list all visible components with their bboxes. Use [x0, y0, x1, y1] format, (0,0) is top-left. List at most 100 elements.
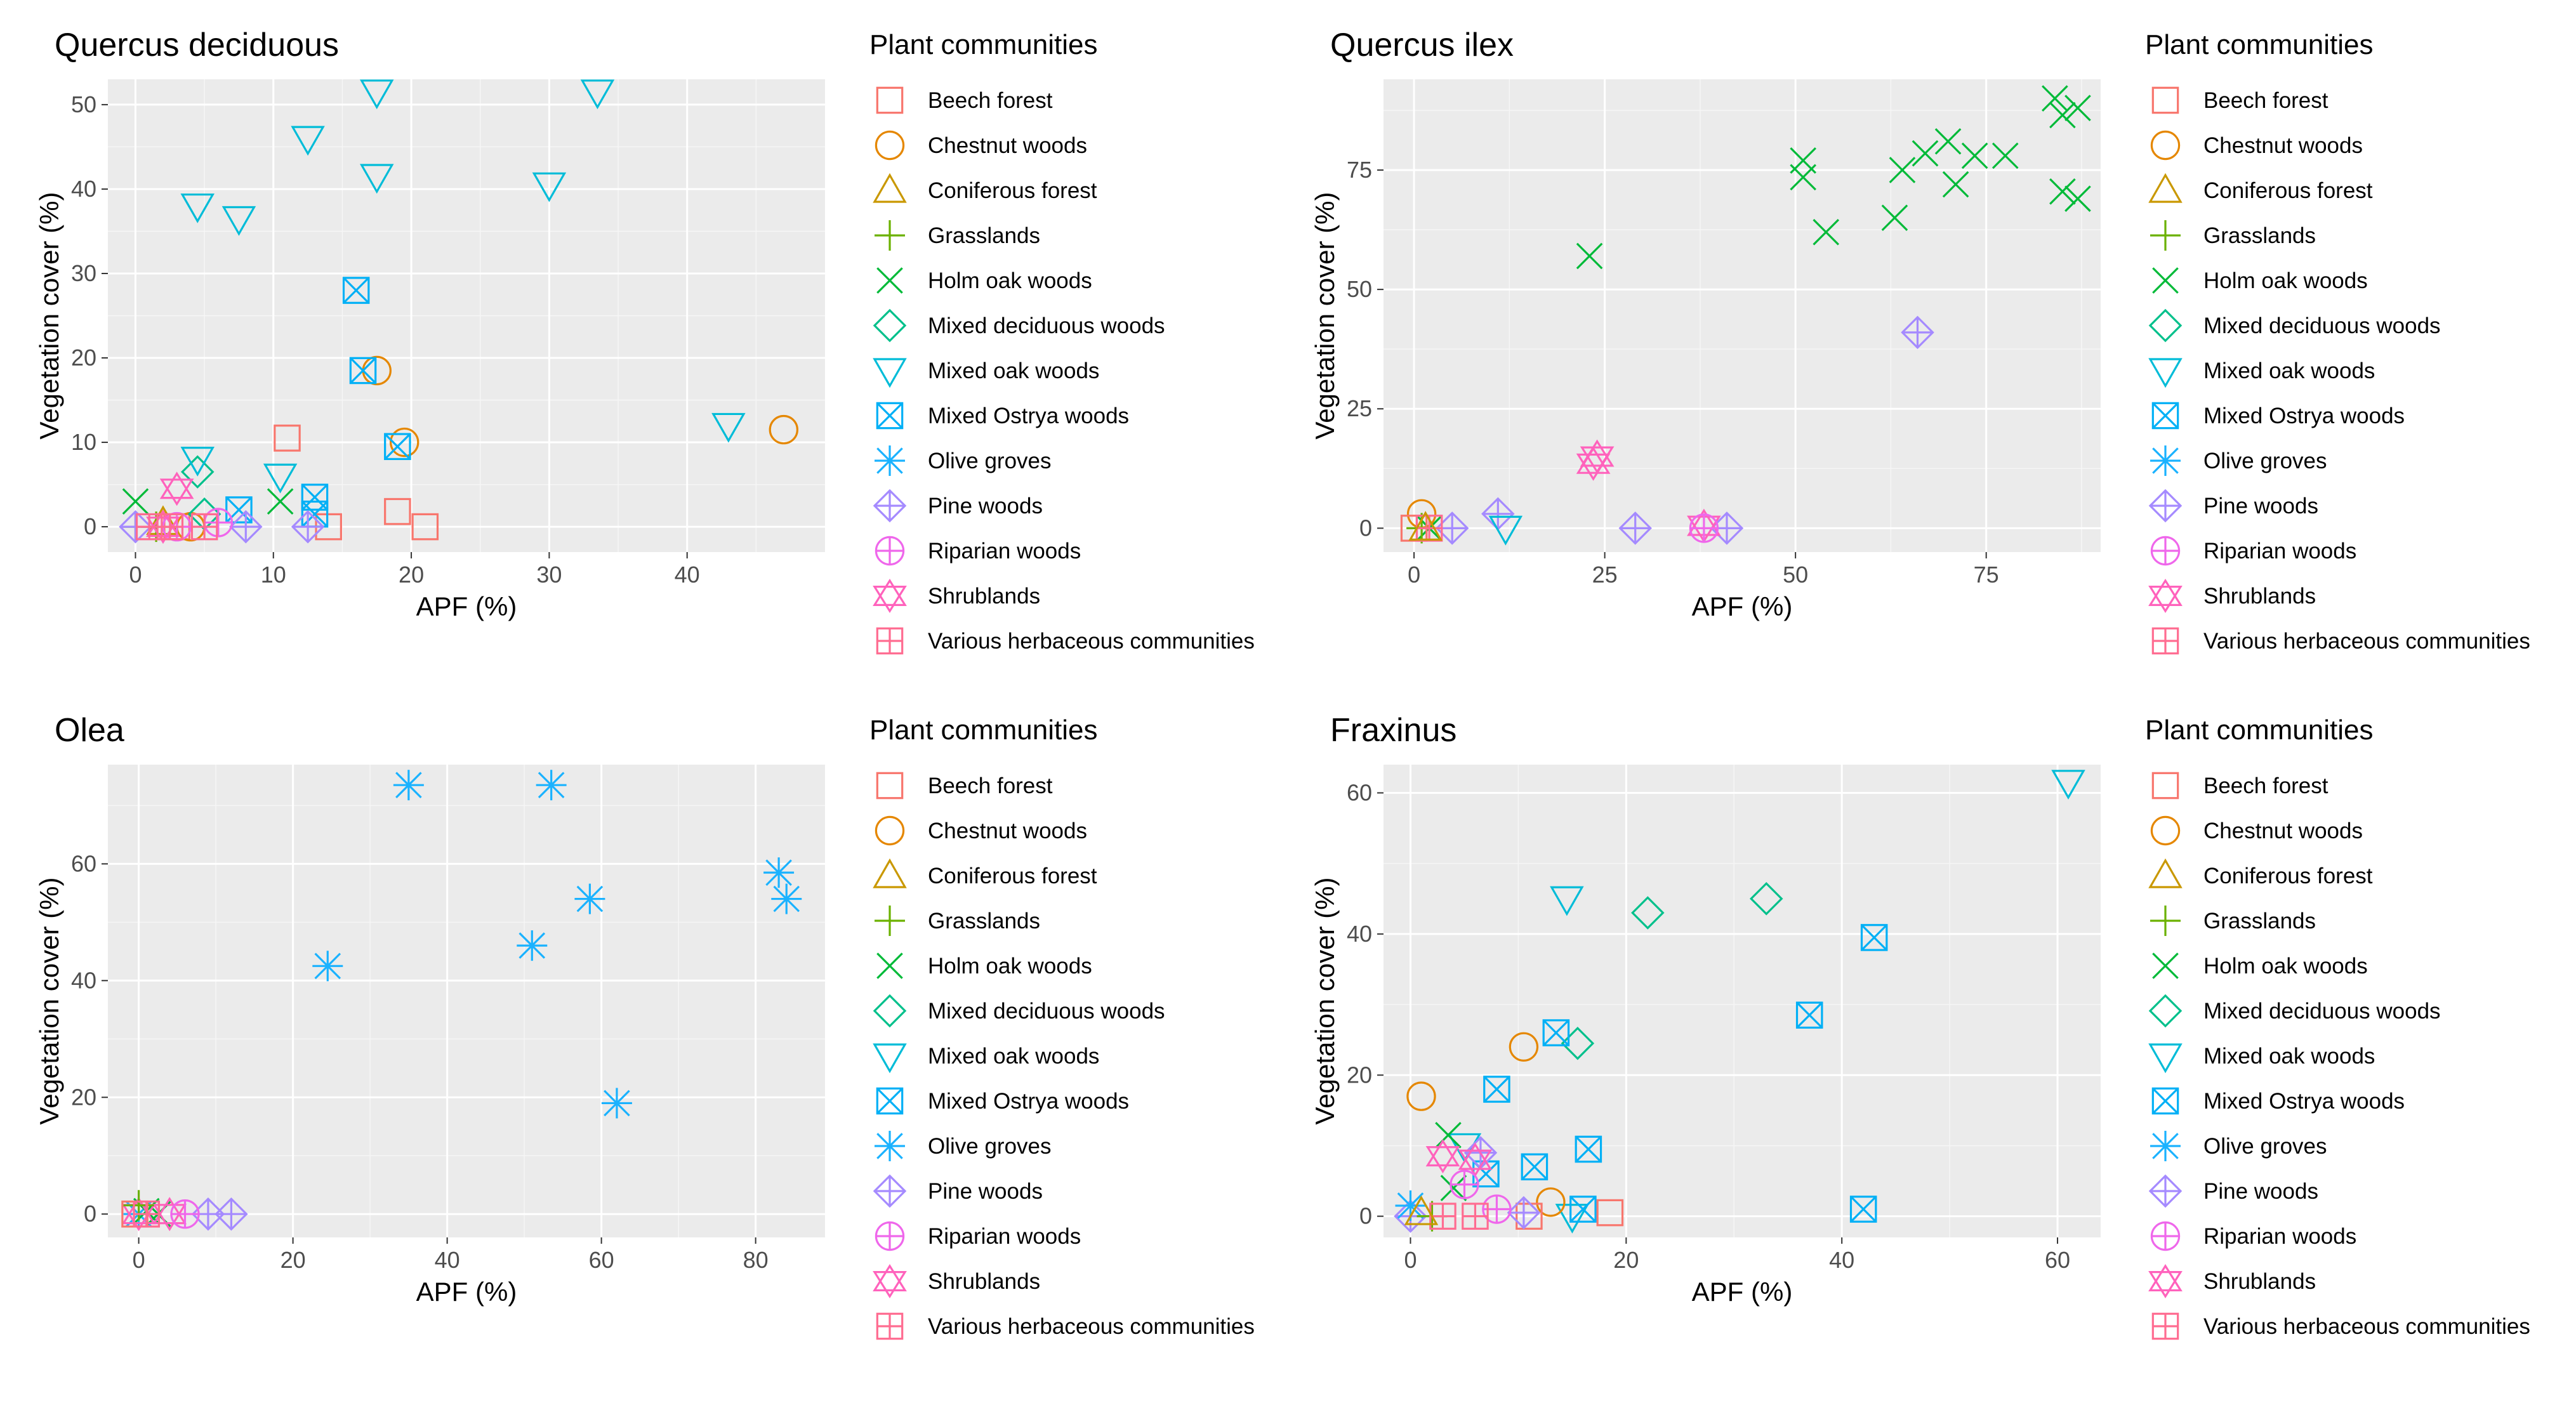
legend-key: [873, 173, 907, 203]
data-point: [159, 471, 194, 506]
data-point: [1596, 1199, 1624, 1227]
chart-title: Fraxinus: [1330, 712, 1456, 749]
legend-key: [2148, 578, 2183, 614]
y-tick-label: 75: [1347, 157, 1372, 183]
data-point: [2049, 178, 2076, 205]
legend-label: Shrublands: [928, 584, 1040, 609]
legend-label: Pine woods: [2203, 494, 2318, 518]
legend-label: Various herbaceous communities: [928, 1314, 1255, 1339]
data-point: [1450, 1170, 1479, 1199]
data-point: [536, 770, 567, 801]
y-tick-label: 50: [71, 91, 96, 117]
y-tick-label: 40: [1347, 921, 1372, 947]
legend-title: Plant communities: [869, 29, 1097, 60]
legend-key: [875, 536, 905, 566]
x-tick-label: 80: [743, 1247, 769, 1273]
legend-key: [876, 1312, 904, 1340]
data-point: [180, 193, 215, 223]
data-point: [152, 1197, 187, 1232]
legend-title: Plant communities: [2145, 29, 2373, 60]
x-tick-label: 40: [675, 562, 700, 588]
legend-label: Mixed deciduous woods: [928, 999, 1165, 1024]
data-point: [229, 510, 263, 544]
x-axis-label: APF (%): [416, 591, 517, 621]
legend-key: [2150, 445, 2181, 476]
legend-key: [2151, 627, 2179, 655]
data-point: [180, 455, 215, 489]
legend-label: Shrublands: [2203, 584, 2316, 609]
data-point: [2051, 770, 2085, 800]
data-point: [263, 463, 298, 494]
legend-key: [876, 267, 903, 294]
data-point: [1550, 886, 1584, 916]
data-point: [1425, 1139, 1460, 1174]
x-tick-label: 60: [2045, 1247, 2070, 1273]
x-axis-label: APF (%): [416, 1277, 517, 1307]
data-point: [291, 510, 325, 544]
data-point: [1689, 513, 1719, 543]
legend-key: [873, 1174, 907, 1208]
legend-label: Pine woods: [2203, 1179, 2318, 1204]
data-point: [1576, 446, 1611, 481]
data-point: [1440, 1175, 1467, 1201]
legend-key: [2148, 858, 2183, 888]
legend-title: Plant communities: [869, 715, 1097, 746]
legend-key: [876, 952, 903, 979]
y-axis-label: Vegetation cover (%): [34, 192, 64, 440]
data-point: [135, 513, 163, 541]
y-tick-label: 25: [1347, 395, 1372, 421]
legend-label: Beech forest: [928, 88, 1053, 113]
legend-label: Mixed Ostrya woods: [2203, 404, 2405, 428]
legend-label: Beech forest: [928, 774, 1053, 798]
legend-label: Mixed Ostrya woods: [2203, 1089, 2405, 1114]
y-tick-label: 0: [1359, 515, 1372, 541]
x-tick-label: 0: [1404, 1247, 1417, 1273]
legend-label: Riparian woods: [928, 539, 1081, 563]
data-point: [711, 412, 746, 443]
y-tick-label: 20: [71, 345, 96, 371]
legend-key: [873, 1263, 907, 1299]
legend-key: [875, 220, 905, 251]
data-point: [1942, 171, 1969, 198]
legend-key: [873, 578, 907, 614]
x-axis-label: APF (%): [1692, 1277, 1793, 1307]
data-point: [1462, 1202, 1489, 1230]
legend-label: Mixed oak woods: [2203, 359, 2375, 383]
x-axis-label: APF (%): [1692, 591, 1793, 621]
legend-key: [2151, 86, 2179, 114]
y-axis-label: Vegetation cover (%): [1310, 878, 1340, 1125]
legend-label: Mixed deciduous woods: [928, 313, 1165, 338]
data-point: [1575, 1135, 1602, 1163]
data-point: [1507, 1196, 1541, 1230]
panel-quercus-deciduous: Quercus deciduous 0 10 20 30 40 0 10 20 30 40 50 APF…: [0, 0, 1276, 689]
x-tick-label: 40: [1829, 1247, 1854, 1273]
legend-key: [2148, 358, 2183, 388]
data-point: [1406, 1081, 1436, 1111]
data-point: [312, 951, 343, 982]
legend-key: [2148, 489, 2183, 523]
legend-key: [875, 815, 905, 846]
data-point: [170, 1199, 200, 1229]
legend-label: Riparian woods: [928, 1224, 1081, 1249]
legend-key: [873, 489, 907, 523]
data-point: [763, 857, 795, 888]
data-point: [190, 513, 218, 541]
legend-label: Various herbaceous communities: [2203, 1314, 2530, 1339]
legend-key: [2150, 906, 2181, 936]
data-point: [390, 427, 419, 458]
chart-title: Olea: [55, 712, 124, 749]
data-point: [291, 126, 325, 156]
legend-key: [873, 1043, 907, 1074]
legend-key: [875, 130, 905, 161]
data-point: [1435, 1121, 1462, 1149]
legend-label: Holm oak woods: [2203, 954, 2368, 978]
legend-label: Holm oak woods: [2203, 268, 2368, 293]
y-tick-label: 20: [1347, 1062, 1372, 1088]
legend-key: [2150, 1131, 2181, 1161]
legend-label: Grasslands: [928, 909, 1040, 933]
data-point: [1483, 1076, 1510, 1103]
data-point: [1509, 1032, 1539, 1062]
legend-label: Olive groves: [2203, 449, 2327, 473]
data-point: [267, 488, 294, 515]
data-point: [2049, 102, 2076, 129]
